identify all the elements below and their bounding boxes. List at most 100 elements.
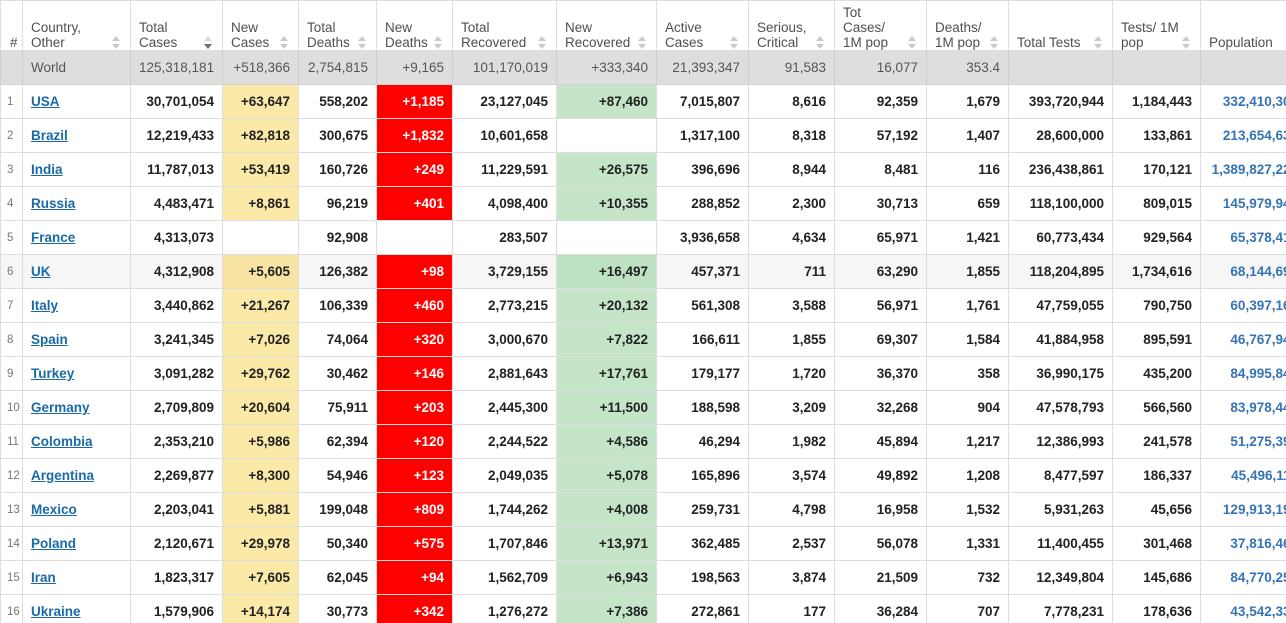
cell-cases_1m: 36,370 <box>834 356 927 391</box>
cell-total_cases: 4,483,471 <box>130 186 223 221</box>
cell-value: 57,192 <box>876 128 918 143</box>
country-link[interactable]: Poland <box>31 536 77 551</box>
column-header-cases_1m[interactable]: Tot Cases/ 1M pop <box>834 0 927 51</box>
cell-value: +9,165 <box>402 60 444 75</box>
cell-value: 50,340 <box>326 536 368 551</box>
sort-toggle-icon[interactable] <box>112 36 122 49</box>
country-link[interactable]: Mexico <box>31 502 77 517</box>
cell-new_recovered: +4,008 <box>556 492 657 527</box>
cell-value: 457,371 <box>691 264 740 279</box>
cell-value: 36,284 <box>876 604 918 619</box>
country-link[interactable]: Colombia <box>31 434 93 449</box>
cell-serious: 2,537 <box>748 526 835 561</box>
column-header-active_cases[interactable]: Active Cases <box>656 0 749 51</box>
cell-value: +11,500 <box>599 400 648 415</box>
column-header-total_recovered[interactable]: Total Recovered <box>452 0 557 51</box>
sort-toggle-icon[interactable] <box>990 36 1000 49</box>
sort-toggle-icon[interactable] <box>434 36 444 49</box>
cell-value: +5,881 <box>248 502 290 517</box>
sort-toggle-icon[interactable] <box>1182 36 1192 49</box>
cell-value: +809 <box>413 502 444 517</box>
column-header-idx[interactable]: # <box>0 0 23 51</box>
cell-active_cases: 396,696 <box>656 152 749 187</box>
country-link[interactable]: Italy <box>31 298 59 313</box>
cell-value: 96,219 <box>326 196 368 211</box>
country-link[interactable]: Turkey <box>31 366 75 381</box>
cell-value: 1,579,906 <box>153 604 214 619</box>
cell-value: +21,267 <box>240 298 290 313</box>
table-body: World 125,318,181 +518,366 2,754,815 +9,165 1… <box>0 50 1286 623</box>
column-header-new_cases[interactable]: New Cases <box>222 0 299 51</box>
cell-value: 1,679 <box>966 94 1000 109</box>
country-link[interactable]: Brazil <box>31 128 68 143</box>
sort-toggle-icon[interactable] <box>816 36 826 49</box>
country-link[interactable]: USA <box>31 94 60 109</box>
cell-value: 30,713 <box>876 196 918 211</box>
cell-value: 133,861 <box>1143 128 1192 143</box>
cell-serious: 8,616 <box>748 84 835 119</box>
sort-toggle-icon[interactable] <box>20 36 22 49</box>
sort-toggle-icon[interactable] <box>1094 36 1104 49</box>
cell-cases_1m: 56,971 <box>834 288 927 323</box>
country-link[interactable]: Spain <box>31 332 68 347</box>
cell-active_cases: 46,294 <box>656 424 749 459</box>
cell-country: Germany <box>22 390 131 425</box>
cell-value: 4,312,908 <box>153 264 214 279</box>
cell-value: +7,386 <box>606 604 648 619</box>
column-header-serious[interactable]: Serious, Critical <box>748 0 835 51</box>
column-header-country[interactable]: Country, Other <box>22 0 131 51</box>
cell-new_cases: +82,818 <box>222 118 299 153</box>
cell-idx: 16 <box>0 594 23 623</box>
cell-value: 929,564 <box>1143 230 1192 245</box>
cell-serious: 1,982 <box>748 424 835 459</box>
country-link[interactable]: Germany <box>31 400 90 415</box>
sort-toggle-icon[interactable] <box>358 36 368 49</box>
sort-toggle-icon[interactable] <box>280 36 290 49</box>
cell-value: 63,290 <box>876 264 918 279</box>
column-header-population[interactable]: Population <box>1200 0 1286 51</box>
cell-total_recovered: 101,170,019 <box>452 50 557 85</box>
cell-value: +16,497 <box>598 264 648 279</box>
column-header-tests_1m[interactable]: Tests/ 1M pop <box>1112 0 1201 51</box>
cell-total_deaths: 62,045 <box>298 560 377 595</box>
cell-value: +203 <box>413 400 444 415</box>
sort-toggle-icon[interactable] <box>908 36 918 49</box>
cell-value: 3,000,670 <box>487 332 548 347</box>
country-link[interactable]: France <box>31 230 76 245</box>
sort-toggle-icon[interactable] <box>538 36 548 49</box>
cell-value: 236,438,861 <box>1028 162 1104 177</box>
country-link[interactable]: Iran <box>31 570 56 585</box>
cell-active_cases: 21,393,347 <box>656 50 749 85</box>
column-header-new_recovered[interactable]: New Recovered <box>556 0 657 51</box>
cell-country: Mexico <box>22 492 131 527</box>
sort-toggle-icon[interactable] <box>638 36 648 49</box>
cell-idx: 9 <box>0 356 23 391</box>
sort-toggle-icon[interactable] <box>730 36 740 49</box>
country-link[interactable]: Argentina <box>31 468 95 483</box>
cell-value: 56,078 <box>876 536 918 551</box>
column-header-deaths_1m[interactable]: Deaths/ 1M pop <box>926 0 1009 51</box>
cell-total_deaths: 92,908 <box>298 220 377 255</box>
cell-tests_1m: 301,468 <box>1112 526 1201 561</box>
cell-country: India <box>22 152 131 187</box>
table-row: 4 Russia 4,483,471 +8,861 96,219 +401 4,098,40… <box>0 186 1286 221</box>
cell-value: 332,410,303 <box>1222 94 1286 109</box>
sort-descending-active-icon[interactable] <box>204 36 214 49</box>
cell-value: 74,064 <box>326 332 368 347</box>
country-link[interactable]: Russia <box>31 196 76 211</box>
country-link[interactable]: India <box>31 162 63 177</box>
column-header-new_deaths[interactable]: New Deaths <box>376 0 453 51</box>
country-link[interactable]: Ukraine <box>31 604 81 619</box>
column-header-total_deaths[interactable]: Total Deaths <box>298 0 377 51</box>
cell-value: 36,990,175 <box>1036 366 1104 381</box>
country-link[interactable]: UK <box>31 264 51 279</box>
cell-serious: 1,720 <box>748 356 835 391</box>
cell-value: 3,091,282 <box>153 366 214 381</box>
cell-idx: 13 <box>0 492 23 527</box>
column-header-total_cases[interactable]: Total Cases <box>130 0 223 51</box>
table-row: 6 UK 4,312,908 +5,605 126,382 +98 3,729,155 +16… <box>0 254 1286 289</box>
cell-deaths_1m: 732 <box>926 560 1009 595</box>
cell-country: Argentina <box>22 458 131 493</box>
column-header-total_tests[interactable]: Total Tests <box>1008 0 1113 51</box>
